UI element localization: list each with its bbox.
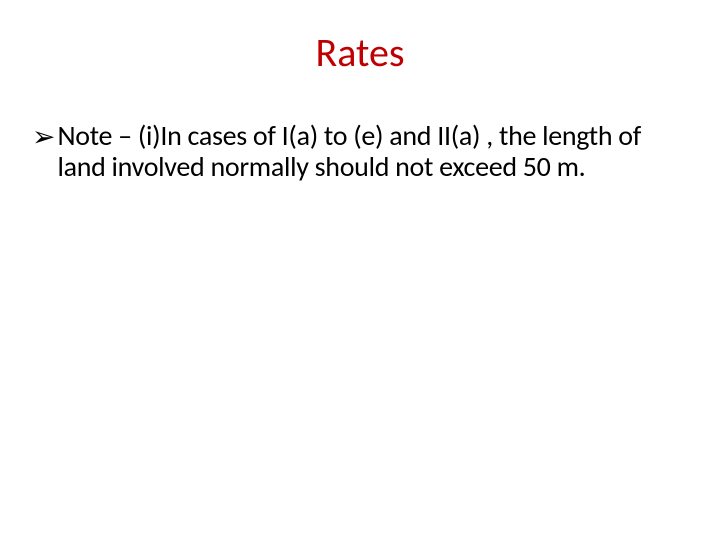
bullet-item: ➢ Note – (i)In cases of I(a) to (e) and … [32, 120, 672, 183]
bullet-marker-icon: ➢ [32, 121, 55, 153]
slide-body: ➢ Note – (i)In cases of I(a) to (e) and … [32, 120, 672, 183]
slide: Rates ➢ Note – (i)In cases of I(a) to (e… [0, 0, 720, 540]
bullet-text: Note – (i)In cases of I(a) to (e) and II… [57, 120, 672, 183]
slide-title: Rates [0, 28, 720, 77]
